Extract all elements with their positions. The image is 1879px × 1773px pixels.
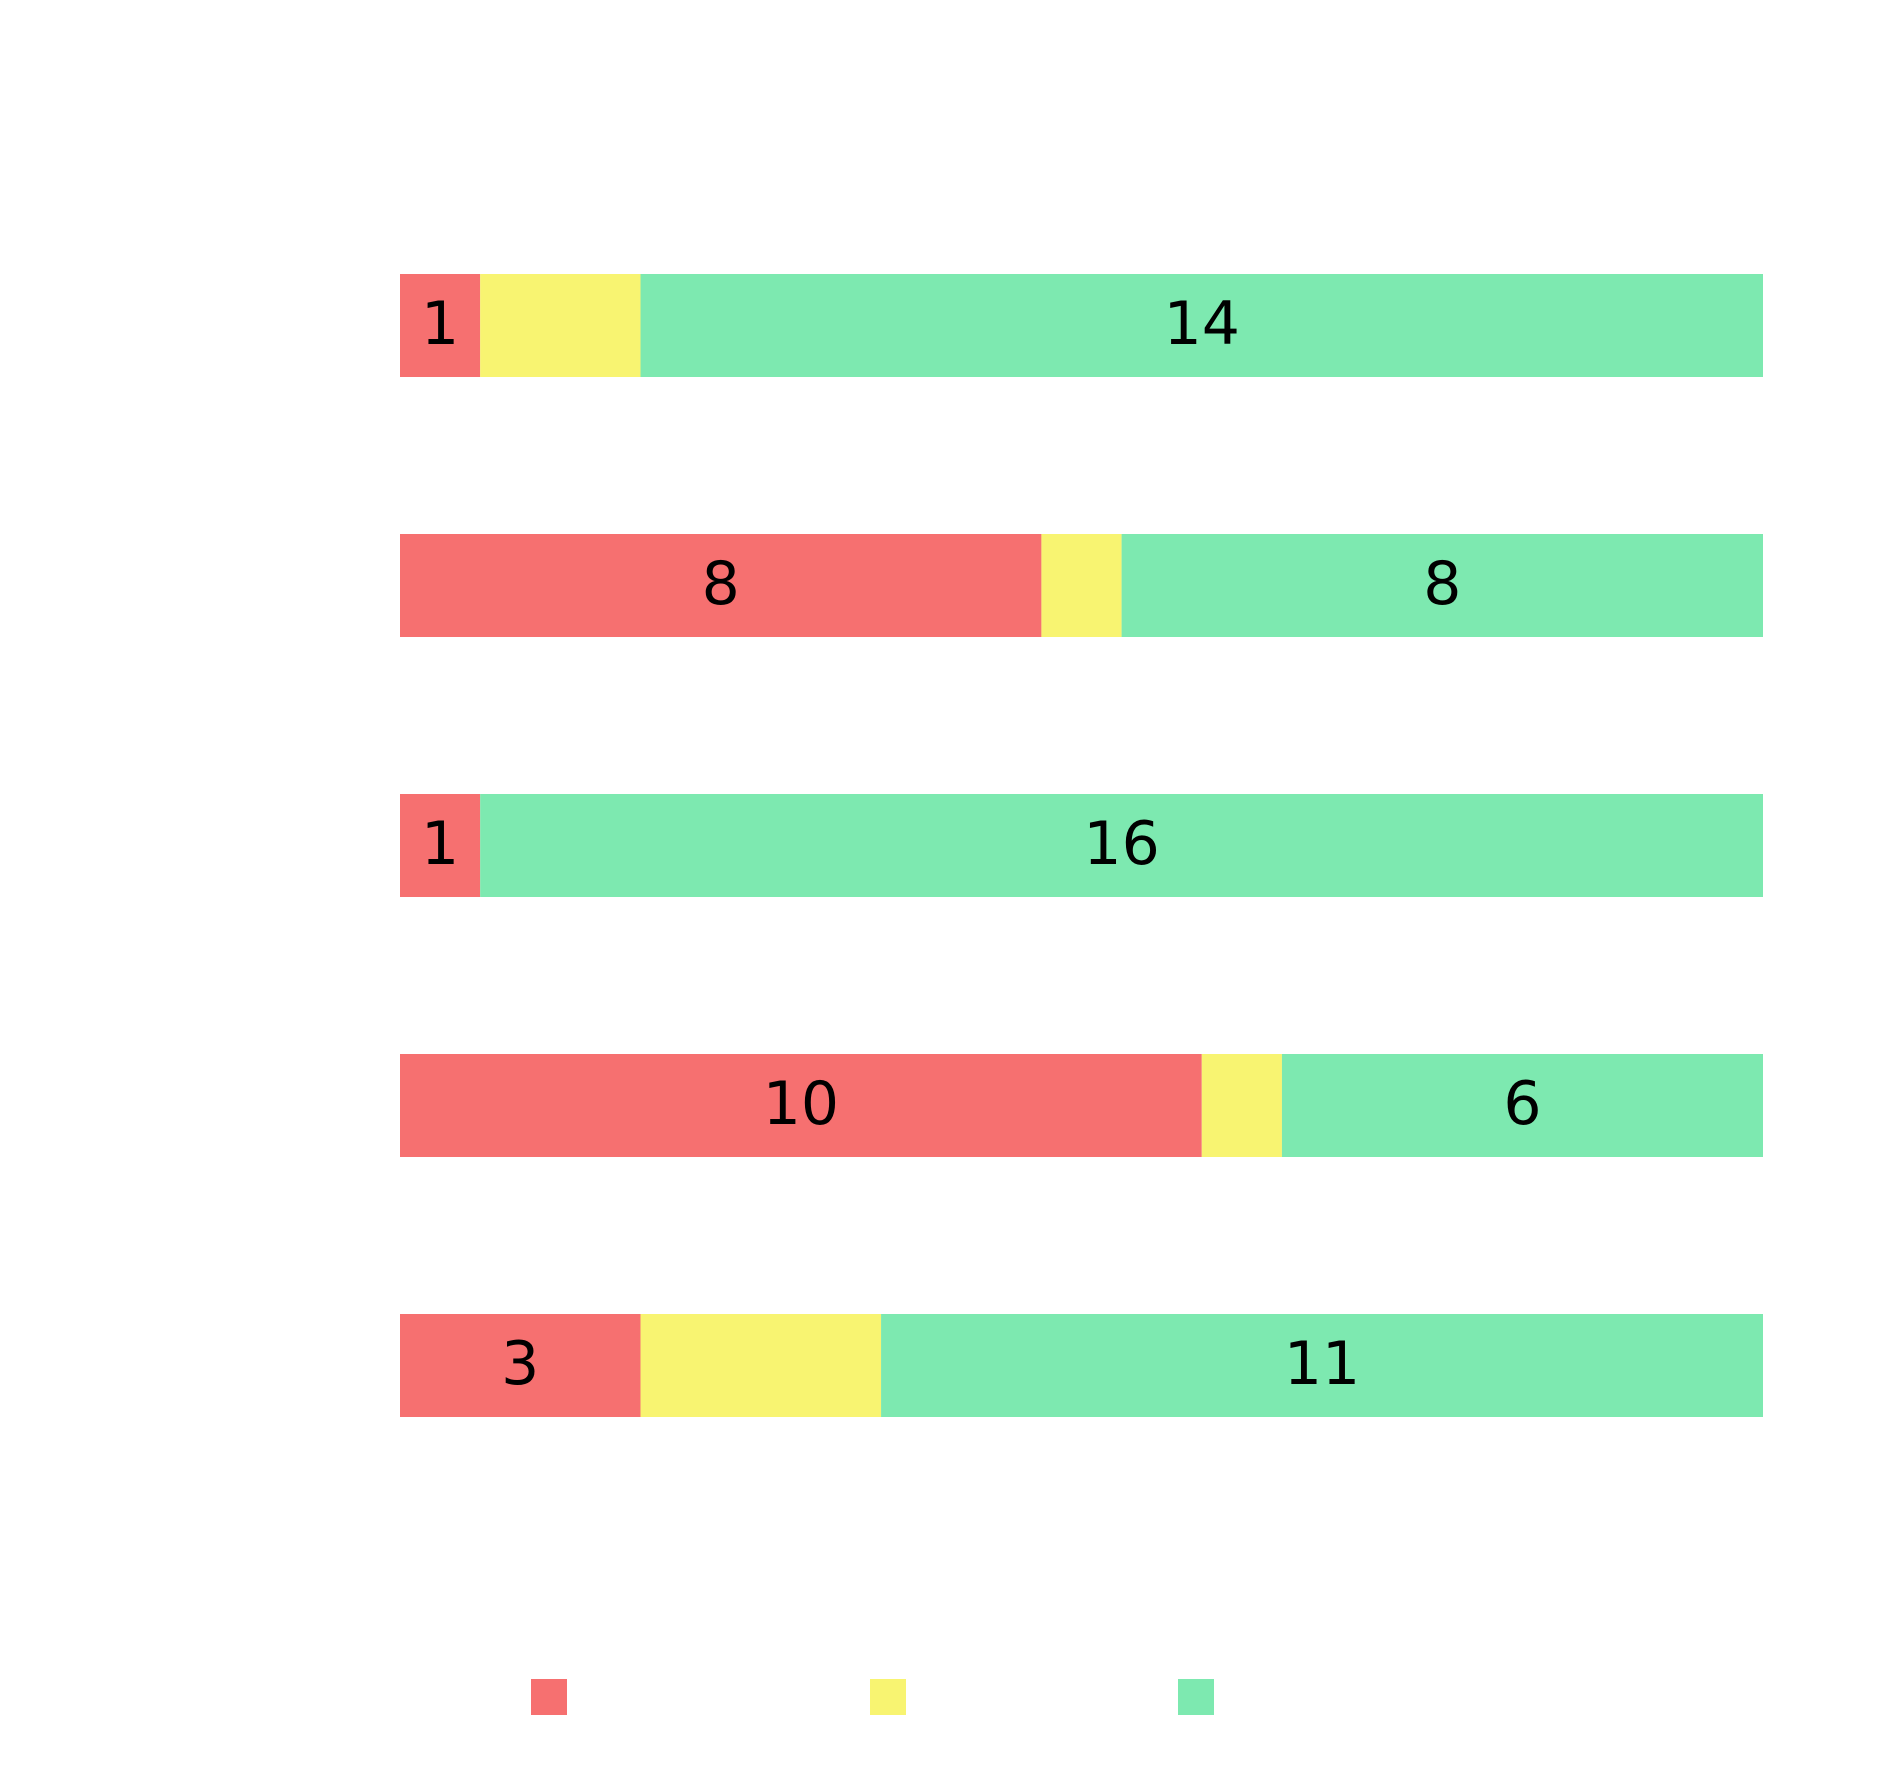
bar-segment-row1-series2 xyxy=(480,274,641,377)
data-label-row2-series1: 8 xyxy=(702,549,740,619)
legend-swatch-series1 xyxy=(531,1679,567,1715)
bar-segment-row5-series2 xyxy=(640,1314,882,1417)
bar-segment-row5-series3 xyxy=(881,1314,1763,1417)
data-label-row1-series3: 14 xyxy=(1164,289,1240,359)
legend-swatch-series3 xyxy=(1178,1679,1214,1715)
bar-segment-row4-series2 xyxy=(1201,1054,1282,1157)
legend-swatch-series2 xyxy=(870,1679,906,1715)
bar-segment-row5-series1 xyxy=(400,1314,641,1417)
bar-segment-row2-series2 xyxy=(1041,534,1122,637)
data-label-row3-series3: 16 xyxy=(1083,809,1159,879)
bar-segment-row1-series3 xyxy=(640,274,1763,377)
data-label-row3-series1: 1 xyxy=(421,809,459,879)
data-label-row1-series1: 1 xyxy=(421,289,459,359)
data-label-row2-series3: 8 xyxy=(1423,549,1461,619)
legend xyxy=(531,1679,1214,1715)
bars-layer xyxy=(400,274,1763,1417)
data-label-row5-series1: 3 xyxy=(501,1329,539,1399)
bar-segment-row2-series3 xyxy=(1121,534,1763,637)
data-label-row4-series3: 6 xyxy=(1503,1069,1541,1139)
bar-segment-row3-series3 xyxy=(480,794,1763,897)
value-labels-layer: 1 14 8 8 1 16 10 6 3 11 xyxy=(421,289,1542,1399)
bar-segment-row2-series1 xyxy=(400,534,1042,637)
bar-segment-row4-series1 xyxy=(400,1054,1202,1157)
bar-segment-row3-series1 xyxy=(400,794,481,897)
bar-segment-row4-series3 xyxy=(1281,1054,1763,1157)
bar-segment-row1-series1 xyxy=(400,274,481,377)
data-label-row4-series1: 10 xyxy=(763,1069,839,1139)
data-label-row5-series3: 11 xyxy=(1284,1329,1360,1399)
